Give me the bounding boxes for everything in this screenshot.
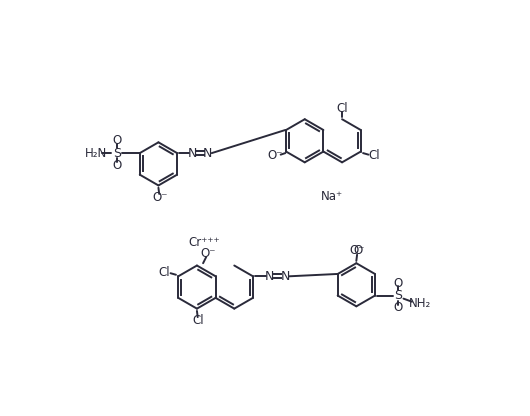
- Text: Cl: Cl: [193, 314, 204, 327]
- Text: O⁻: O⁻: [349, 244, 365, 258]
- Text: NH₂: NH₂: [409, 297, 431, 310]
- Text: O: O: [393, 277, 403, 290]
- Text: O⁻: O⁻: [268, 149, 283, 162]
- Text: Cl: Cl: [158, 266, 170, 279]
- Text: N: N: [265, 270, 275, 283]
- Text: Cl: Cl: [369, 149, 381, 162]
- Text: N: N: [203, 146, 213, 160]
- Text: Cr⁺⁺⁺: Cr⁺⁺⁺: [189, 236, 220, 249]
- Text: N: N: [188, 146, 197, 160]
- Text: O: O: [393, 301, 403, 314]
- Text: O: O: [112, 134, 121, 147]
- Text: O⁻: O⁻: [200, 247, 216, 260]
- Text: Na⁺: Na⁺: [321, 190, 343, 203]
- Text: O: O: [112, 159, 121, 172]
- Text: N: N: [280, 270, 290, 283]
- Text: Cl: Cl: [336, 102, 348, 115]
- Text: O: O: [353, 244, 363, 258]
- Text: O⁻: O⁻: [152, 191, 167, 204]
- Text: S: S: [394, 289, 402, 302]
- Text: S: S: [113, 146, 121, 160]
- Text: H₂N: H₂N: [85, 146, 107, 160]
